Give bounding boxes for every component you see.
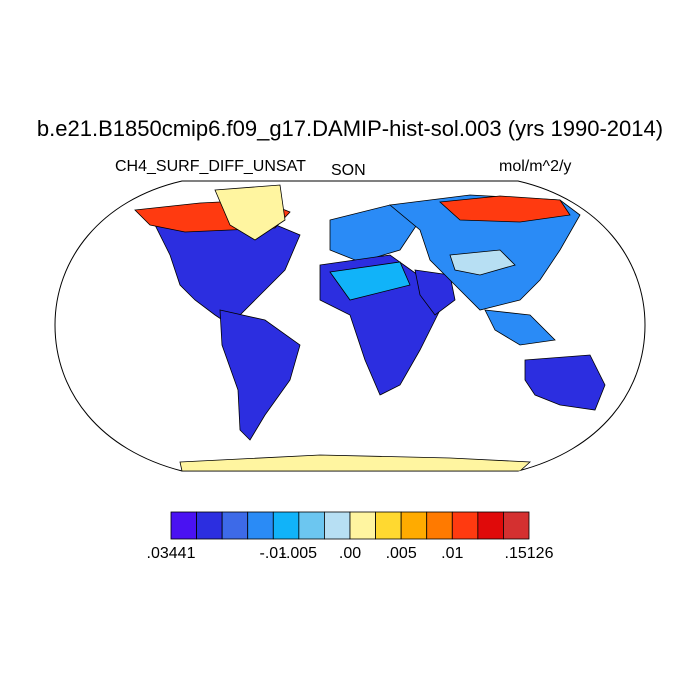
colorbar-swatch [503, 511, 530, 540]
colorbar-swatch [324, 511, 351, 540]
colorbar-tick-label: .005 [385, 545, 417, 562]
colorbar-tick-label: -.01 [259, 545, 288, 562]
region-tibetan-plateau [449, 249, 516, 276]
colorbar-swatch [298, 511, 325, 540]
colorbar-swatch [349, 511, 376, 540]
region-australia [524, 354, 606, 411]
colorbar-swatch [170, 511, 197, 540]
plot-title: b.e21.B1850cmip6.f09_g17.DAMIP-hist-sol.… [36, 116, 664, 141]
region-sahara [329, 261, 411, 301]
colorbar-swatch [451, 511, 479, 540]
colorbar-swatch [247, 511, 274, 540]
colorbar-tick-label: .03441 [146, 545, 196, 562]
colorbar-swatch [400, 511, 428, 540]
region-south-america [219, 309, 301, 441]
units-label: mol/m^2/y [499, 158, 572, 175]
region-southeast-asia [484, 309, 556, 346]
variable-label: CH4_SURF_DIFF_UNSAT [115, 158, 306, 175]
colorbar-tick-label: -.005 [280, 545, 318, 562]
colorbar-swatch [477, 511, 504, 540]
colorbar-swatch [221, 511, 249, 540]
season-label: SON [331, 162, 366, 179]
region-greenland [214, 184, 286, 241]
colorbar-tick-label: .00 [338, 545, 362, 562]
colorbar-swatch [375, 511, 402, 540]
region-antarctica [179, 454, 531, 471]
colorbar-tick-label: .15126 [504, 545, 554, 562]
colorbar-swatch [426, 511, 453, 540]
region-siberian-arctic [439, 195, 571, 223]
colorbar-tick-label: .01 [441, 545, 464, 562]
colorbar-swatch [272, 511, 300, 540]
colorbar-swatch [196, 511, 223, 540]
